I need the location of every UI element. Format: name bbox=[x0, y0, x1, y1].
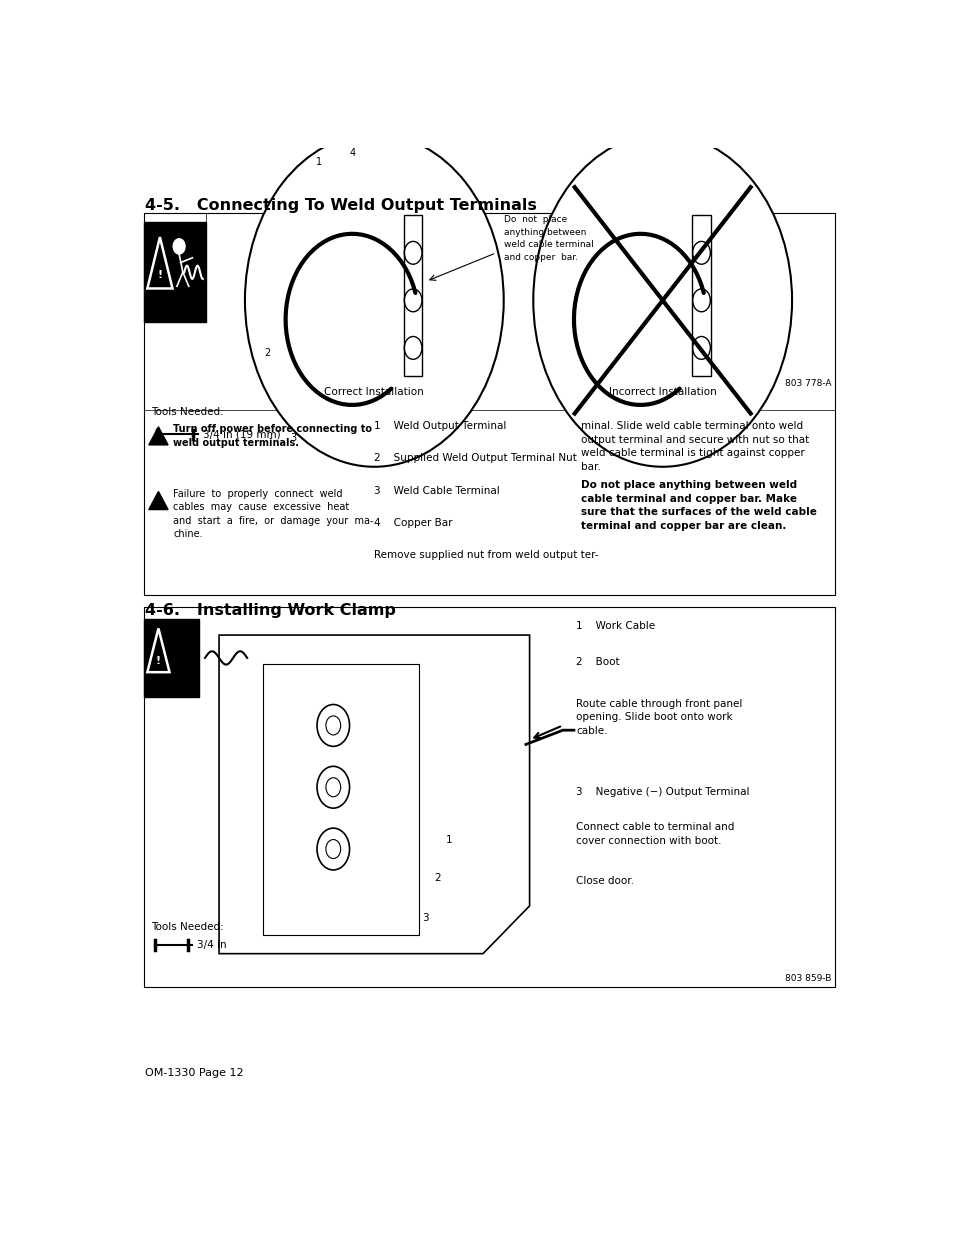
Text: 3: 3 bbox=[421, 913, 428, 923]
Circle shape bbox=[173, 238, 185, 254]
FancyBboxPatch shape bbox=[144, 619, 199, 697]
Text: Remove supplied nut from weld output ter-: Remove supplied nut from weld output ter… bbox=[374, 551, 598, 561]
Text: Connect cable to terminal and
cover connection with boot.: Connect cable to terminal and cover conn… bbox=[576, 823, 734, 846]
Text: !: ! bbox=[157, 270, 162, 280]
Circle shape bbox=[245, 133, 503, 467]
Text: Route cable through front panel
opening. Slide boot onto work
cable.: Route cable through front panel opening.… bbox=[576, 699, 741, 736]
Text: 3: 3 bbox=[290, 433, 295, 443]
Text: 1: 1 bbox=[315, 158, 321, 168]
Text: 3    Weld Cable Terminal: 3 Weld Cable Terminal bbox=[374, 485, 499, 495]
Text: 2    Boot: 2 Boot bbox=[576, 657, 619, 667]
Text: 3    Negative (−) Output Terminal: 3 Negative (−) Output Terminal bbox=[576, 787, 749, 798]
Text: 4    Copper Bar: 4 Copper Bar bbox=[374, 519, 453, 529]
FancyBboxPatch shape bbox=[144, 222, 206, 322]
Text: 4-6.   Installing Work Clamp: 4-6. Installing Work Clamp bbox=[145, 603, 395, 618]
Text: Do not place anything between weld
cable terminal and copper bar. Make
sure that: Do not place anything between weld cable… bbox=[580, 480, 817, 531]
Text: Tools Needed:: Tools Needed: bbox=[151, 408, 224, 417]
Text: Tools Needed:: Tools Needed: bbox=[151, 921, 224, 931]
Text: 2    Supplied Weld Output Terminal Nut: 2 Supplied Weld Output Terminal Nut bbox=[374, 453, 577, 463]
Text: 3/4 in: 3/4 in bbox=[196, 940, 226, 950]
Text: Close door.: Close door. bbox=[576, 876, 634, 885]
Polygon shape bbox=[149, 492, 168, 510]
Text: 803 778-A: 803 778-A bbox=[784, 379, 830, 388]
Text: 2: 2 bbox=[264, 348, 270, 358]
Text: Incorrect Installation: Incorrect Installation bbox=[608, 388, 716, 398]
Text: 2: 2 bbox=[435, 873, 440, 883]
Text: minal. Slide weld cable terminal onto weld
output terminal and secure with nut s: minal. Slide weld cable terminal onto we… bbox=[580, 421, 809, 472]
Text: 1    Weld Output Terminal: 1 Weld Output Terminal bbox=[374, 421, 506, 431]
Text: 4: 4 bbox=[349, 148, 355, 158]
Text: Do  not  place
anything between
weld cable terminal
and copper  bar.: Do not place anything between weld cable… bbox=[503, 215, 593, 262]
Text: Turn off power before connecting to
weld output terminals.: Turn off power before connecting to weld… bbox=[173, 424, 372, 447]
Text: 1: 1 bbox=[445, 835, 452, 845]
Text: 4-5.   Connecting To Weld Output Terminals: 4-5. Connecting To Weld Output Terminals bbox=[145, 198, 537, 212]
Text: 3/4 in (19 mm): 3/4 in (19 mm) bbox=[203, 430, 280, 440]
Text: 1    Work Cable: 1 Work Cable bbox=[576, 621, 655, 631]
Circle shape bbox=[533, 133, 791, 467]
Text: OM-1330 Page 12: OM-1330 Page 12 bbox=[145, 1068, 244, 1078]
Polygon shape bbox=[149, 427, 168, 445]
Text: 803 859-B: 803 859-B bbox=[784, 974, 830, 983]
Text: Failure  to  properly  connect  weld
cables  may  cause  excessive  heat
and  st: Failure to properly connect weld cables … bbox=[173, 489, 374, 540]
Text: !: ! bbox=[155, 656, 161, 666]
Text: Correct Installation: Correct Installation bbox=[324, 388, 424, 398]
